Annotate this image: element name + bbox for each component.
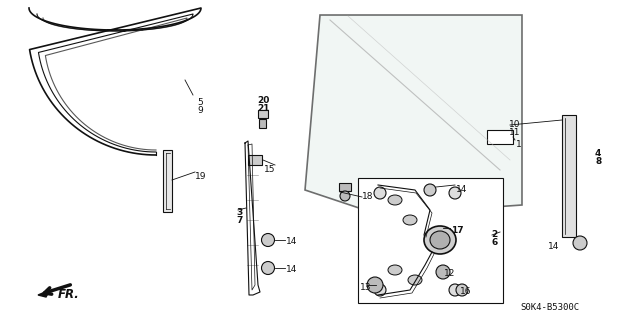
- FancyBboxPatch shape: [358, 178, 503, 303]
- FancyBboxPatch shape: [258, 110, 268, 118]
- Circle shape: [262, 234, 275, 247]
- Text: 12: 12: [444, 269, 456, 278]
- Polygon shape: [38, 290, 50, 297]
- FancyBboxPatch shape: [562, 115, 576, 237]
- Text: 3: 3: [236, 208, 243, 217]
- Text: 6: 6: [491, 238, 497, 247]
- Text: 1: 1: [516, 140, 522, 149]
- Text: 14: 14: [456, 185, 467, 194]
- Text: 21: 21: [257, 104, 269, 113]
- FancyBboxPatch shape: [259, 119, 266, 128]
- Text: 17: 17: [451, 226, 463, 235]
- Circle shape: [573, 236, 587, 250]
- FancyBboxPatch shape: [163, 150, 172, 212]
- Circle shape: [374, 284, 386, 296]
- Text: 5: 5: [197, 98, 203, 107]
- FancyBboxPatch shape: [248, 155, 262, 165]
- Circle shape: [262, 262, 275, 275]
- Text: 19: 19: [195, 172, 207, 181]
- Text: 14: 14: [286, 237, 298, 246]
- Ellipse shape: [424, 226, 456, 254]
- Ellipse shape: [408, 275, 422, 285]
- Polygon shape: [305, 15, 522, 215]
- Text: 16: 16: [460, 287, 472, 296]
- FancyBboxPatch shape: [487, 130, 513, 144]
- Circle shape: [449, 284, 461, 296]
- Text: 18: 18: [362, 192, 374, 201]
- Circle shape: [436, 265, 450, 279]
- Text: 4: 4: [595, 149, 602, 158]
- Text: 10: 10: [509, 120, 520, 129]
- Text: 14: 14: [286, 265, 298, 274]
- FancyBboxPatch shape: [364, 193, 376, 201]
- Circle shape: [424, 184, 436, 196]
- Ellipse shape: [388, 265, 402, 275]
- Text: 11: 11: [509, 128, 520, 137]
- Text: 9: 9: [197, 106, 203, 115]
- Circle shape: [449, 187, 461, 199]
- Text: S0K4-B5300C: S0K4-B5300C: [520, 303, 579, 313]
- Text: 2: 2: [491, 230, 497, 239]
- Text: FR.: FR.: [58, 288, 80, 301]
- Text: 20: 20: [257, 96, 269, 105]
- Text: 8: 8: [595, 157, 601, 166]
- Circle shape: [456, 284, 468, 296]
- Circle shape: [367, 277, 383, 293]
- Circle shape: [365, 201, 375, 211]
- Text: 14: 14: [548, 242, 559, 251]
- Ellipse shape: [388, 195, 402, 205]
- Text: 7: 7: [236, 216, 243, 225]
- Ellipse shape: [430, 231, 450, 249]
- Text: 13: 13: [360, 283, 371, 292]
- FancyBboxPatch shape: [339, 183, 351, 191]
- Circle shape: [340, 191, 350, 201]
- Circle shape: [374, 187, 386, 199]
- Ellipse shape: [403, 215, 417, 225]
- Text: 15: 15: [264, 165, 275, 174]
